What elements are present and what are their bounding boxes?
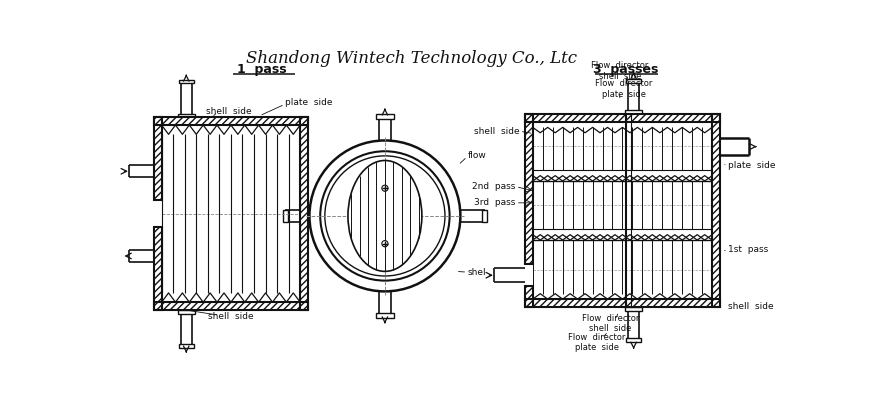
Text: 3rd  pass: 3rd pass — [474, 198, 516, 207]
Bar — [625, 110, 642, 114]
Text: 1  pass: 1 pass — [237, 63, 286, 76]
Bar — [154, 302, 308, 310]
Bar — [300, 117, 308, 310]
Text: Shandong Wintech Technology Co., Ltc: Shandong Wintech Technology Co., Ltc — [247, 50, 578, 67]
Text: Flow  director
shell  side: Flow director shell side — [592, 61, 648, 81]
Bar — [525, 286, 533, 307]
Bar — [154, 302, 308, 310]
Text: shell  side: shell side — [206, 107, 251, 116]
Text: shell  side: shell side — [728, 302, 774, 311]
Circle shape — [382, 185, 388, 191]
Text: 2nd  pass: 2nd pass — [473, 182, 516, 191]
Bar — [525, 114, 533, 265]
Bar — [154, 227, 162, 310]
Bar — [178, 344, 194, 348]
Circle shape — [320, 151, 450, 280]
Text: 3  passes: 3 passes — [593, 63, 659, 76]
Text: shell  side: shell side — [208, 312, 254, 321]
Text: shell  side: shell side — [474, 127, 520, 136]
Bar — [154, 117, 308, 125]
Bar — [712, 114, 720, 307]
Bar — [525, 299, 720, 307]
Bar — [712, 114, 720, 307]
Bar — [626, 338, 641, 342]
Bar — [625, 307, 642, 311]
Text: plate  side: plate side — [728, 162, 775, 171]
Ellipse shape — [348, 160, 422, 271]
Bar — [154, 117, 308, 125]
Text: Flow  director
shell  side: Flow director shell side — [582, 314, 640, 333]
Bar — [525, 114, 533, 265]
Circle shape — [325, 156, 445, 276]
Text: 1st  pass: 1st pass — [728, 245, 768, 254]
Bar — [154, 117, 162, 200]
Bar — [154, 227, 162, 310]
Bar — [525, 114, 720, 122]
Bar — [482, 210, 487, 222]
Text: flow: flow — [467, 151, 486, 160]
Bar — [626, 79, 641, 83]
Bar — [525, 299, 720, 307]
Bar — [525, 286, 533, 307]
Bar — [375, 114, 394, 119]
Circle shape — [382, 241, 388, 247]
Text: plate  side: plate side — [285, 98, 332, 107]
Text: shel: shel — [467, 268, 486, 277]
Circle shape — [310, 140, 460, 291]
Bar — [178, 310, 195, 314]
Bar — [300, 117, 308, 310]
Bar — [284, 210, 288, 222]
Bar — [375, 313, 394, 317]
Bar — [154, 117, 162, 200]
Bar — [525, 114, 720, 122]
Text: Flow  director
plate  side: Flow director plate side — [568, 333, 626, 352]
Bar — [178, 114, 195, 117]
Text: Flow  director
plate  side: Flow director plate side — [595, 79, 652, 98]
Bar — [178, 80, 194, 83]
